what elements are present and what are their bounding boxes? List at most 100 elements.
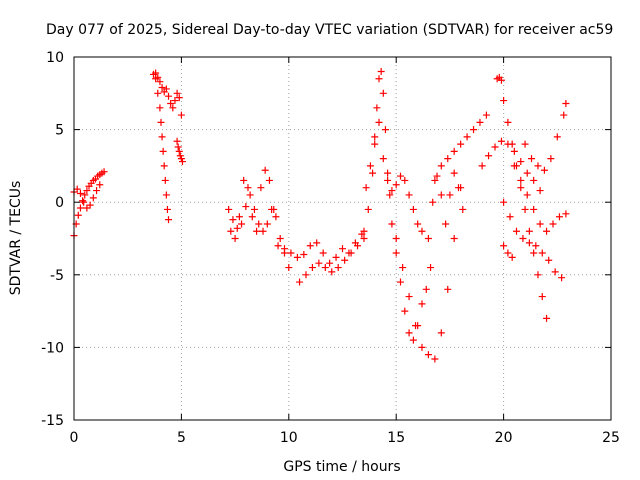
data-point <box>285 264 293 272</box>
data-point <box>534 271 542 279</box>
data-point <box>536 187 544 195</box>
data-point <box>450 147 458 155</box>
data-point <box>366 162 374 170</box>
data-point <box>500 198 508 206</box>
data-point <box>508 140 516 148</box>
data-point <box>437 329 445 337</box>
data-point <box>401 176 409 184</box>
data-point <box>418 343 426 351</box>
data-point <box>422 285 430 293</box>
data-point <box>379 155 387 163</box>
data-point <box>86 201 94 209</box>
axis-ticks: 0 5 10 15 20 25 -15 -10 -5 0 5 10 <box>41 50 620 446</box>
series-sat-n <box>431 111 490 184</box>
series-sat-a <box>70 168 108 240</box>
data-point <box>96 181 104 189</box>
series-sat-d <box>152 75 173 224</box>
data-point <box>562 210 570 218</box>
data-point <box>399 264 407 272</box>
data-point <box>528 155 536 163</box>
data-point <box>424 351 432 359</box>
data-point <box>540 166 548 174</box>
data-point <box>517 158 525 166</box>
data-point <box>354 242 362 250</box>
data-point <box>555 213 563 221</box>
data-point <box>178 158 186 166</box>
data-point <box>478 162 486 170</box>
data-point <box>159 147 167 155</box>
data-point <box>424 235 432 242</box>
data-point <box>259 227 267 235</box>
data-point <box>287 249 295 257</box>
data-point <box>444 285 452 293</box>
data-point <box>431 176 439 184</box>
series-sat-m <box>392 184 465 363</box>
data-point <box>525 239 533 247</box>
data-point <box>360 227 368 235</box>
data-point <box>392 235 400 242</box>
series-sat-t <box>510 162 570 235</box>
data-point <box>80 198 88 206</box>
data-point <box>276 235 284 242</box>
data-point <box>261 166 269 174</box>
data-point <box>244 184 252 192</box>
data-point <box>175 147 183 155</box>
data-point <box>233 224 241 232</box>
data-point <box>386 191 394 199</box>
data-point <box>165 216 173 224</box>
data-point <box>177 111 185 119</box>
data-point <box>302 271 310 279</box>
data-point <box>560 111 568 119</box>
series-sat-k <box>362 118 426 235</box>
data-point <box>162 85 170 93</box>
data-point <box>405 293 413 301</box>
data-point <box>339 245 346 253</box>
data-point <box>364 205 372 213</box>
y-tick-label: -15 <box>41 413 64 429</box>
data-point <box>360 235 368 242</box>
data-point <box>263 220 271 228</box>
data-point <box>315 259 323 267</box>
data-point <box>510 162 518 170</box>
data-point <box>538 249 546 257</box>
x-tick-label: 0 <box>70 430 79 446</box>
series-sat-p <box>478 137 544 195</box>
data-point <box>246 191 254 199</box>
data-point <box>392 249 400 257</box>
data-point <box>412 322 420 330</box>
data-point <box>450 169 458 177</box>
data-point <box>497 76 505 84</box>
data-point <box>242 203 250 211</box>
data-point <box>500 242 508 250</box>
data-point <box>332 253 340 261</box>
data-point <box>100 168 108 176</box>
x-tick-label: 20 <box>495 430 513 446</box>
data-point <box>272 213 280 221</box>
x-tick-label: 10 <box>280 430 298 446</box>
data-point <box>175 94 183 102</box>
data-point <box>405 191 413 199</box>
data-point <box>274 242 282 250</box>
data-point <box>326 259 334 267</box>
series-sat-j <box>360 68 394 235</box>
data-point <box>371 140 379 148</box>
data-point <box>161 176 169 184</box>
data-point <box>225 205 233 213</box>
data-point <box>418 227 426 235</box>
data-point <box>308 264 316 272</box>
data-point <box>558 274 566 282</box>
data-point <box>235 213 243 221</box>
data-point <box>482 111 490 119</box>
data-point <box>530 205 538 213</box>
data-point <box>446 191 454 199</box>
data-point <box>530 249 538 257</box>
data-point <box>476 118 484 126</box>
data-point <box>171 97 179 105</box>
data-point <box>401 307 409 315</box>
data-point <box>485 152 493 160</box>
data-point <box>248 213 256 221</box>
data-point <box>265 176 273 184</box>
data-point <box>442 220 450 228</box>
series-sat-q <box>493 73 505 84</box>
